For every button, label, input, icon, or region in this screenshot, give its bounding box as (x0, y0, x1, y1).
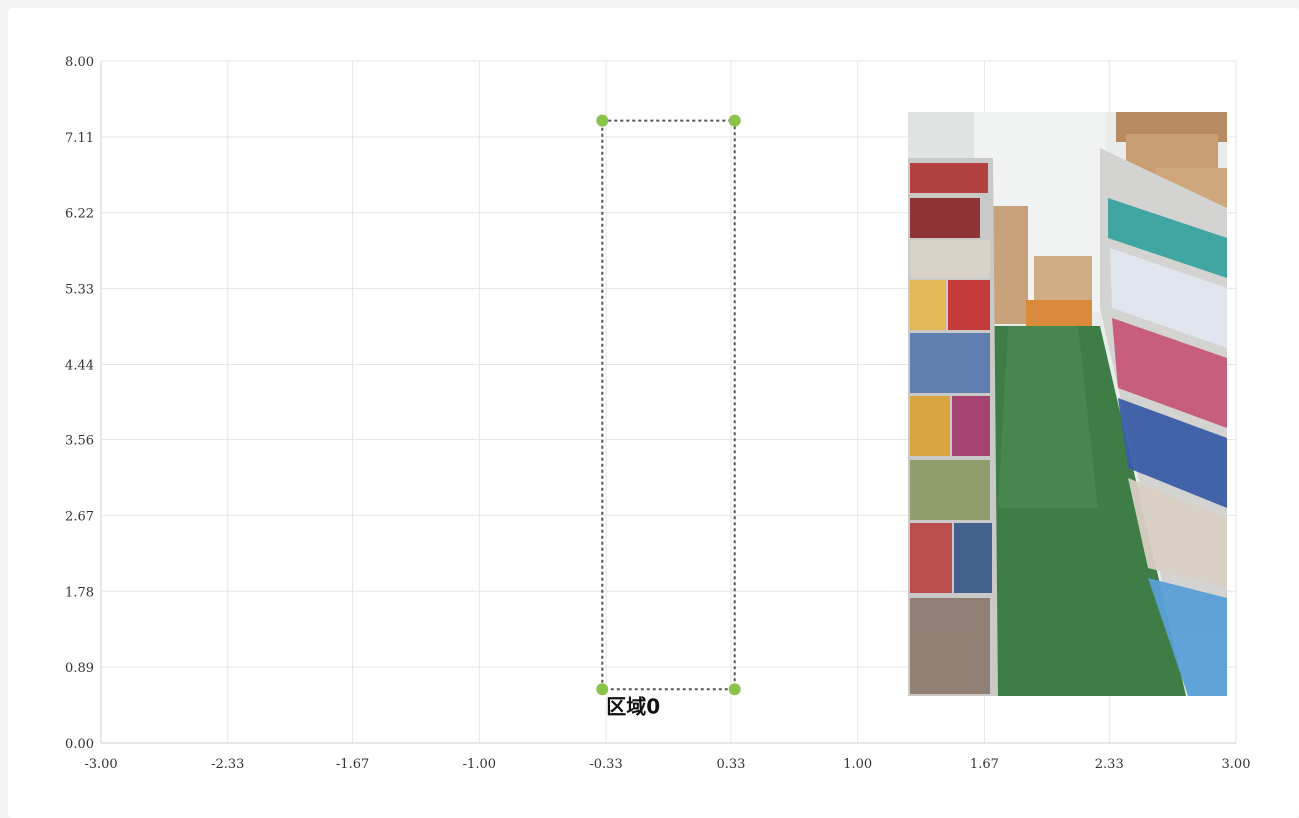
y-tick-label: 0.00 (65, 737, 94, 752)
y-axis-ticks: 0.00 0.89 1.78 2.67 3.56 4.44 5.33 6.22 7.11 8.00 (65, 55, 94, 752)
x-tick-label: 3.00 (1222, 757, 1251, 772)
x-tick-label: 2.33 (1095, 757, 1124, 772)
y-tick-label: 7.11 (65, 131, 94, 146)
region-0-vertex-handle[interactable] (596, 683, 609, 696)
chart-card: -3.00 -2.33 -1.67 -1.00 -0.33 0.33 1.00 1.67 2.3… (8, 8, 1299, 818)
y-tick-label: 1.78 (65, 585, 94, 600)
y-tick-label: 8.00 (65, 55, 94, 70)
x-axis-ticks: -3.00 -2.33 -1.67 -1.00 -0.33 0.33 1.00 1.67 2.3… (84, 757, 1250, 772)
x-tick-label: 1.00 (843, 757, 872, 772)
region-0-vertex-handle[interactable] (728, 114, 741, 127)
y-tick-label: 4.44 (65, 358, 94, 373)
region-plot: -3.00 -2.33 -1.67 -1.00 -0.33 0.33 1.00 1.67 2.3… (65, 55, 1250, 772)
x-tick-label: 0.33 (716, 757, 745, 772)
y-tick-label: 0.89 (65, 661, 94, 676)
region-0-label: 区域0 (606, 694, 660, 718)
x-tick-label: -1.00 (463, 757, 496, 772)
y-tick-label: 5.33 (65, 283, 94, 298)
y-tick-label: 6.22 (65, 207, 94, 222)
region-0-vertex-handle[interactable] (728, 683, 741, 696)
y-tick-label: 2.67 (65, 509, 94, 524)
x-tick-label: -1.67 (336, 757, 369, 772)
region-0-vertex-handle[interactable] (596, 114, 609, 127)
x-tick-label: -0.33 (589, 757, 622, 772)
x-tick-label: -2.33 (211, 757, 244, 772)
region-0-outline[interactable] (601, 119, 736, 691)
x-tick-label: 1.67 (970, 757, 999, 772)
region-0[interactable]: 区域0 (596, 114, 741, 719)
x-tick-label: -3.00 (84, 757, 117, 772)
store-aisle-camera-image (908, 112, 1227, 696)
y-tick-label: 3.56 (65, 434, 94, 449)
